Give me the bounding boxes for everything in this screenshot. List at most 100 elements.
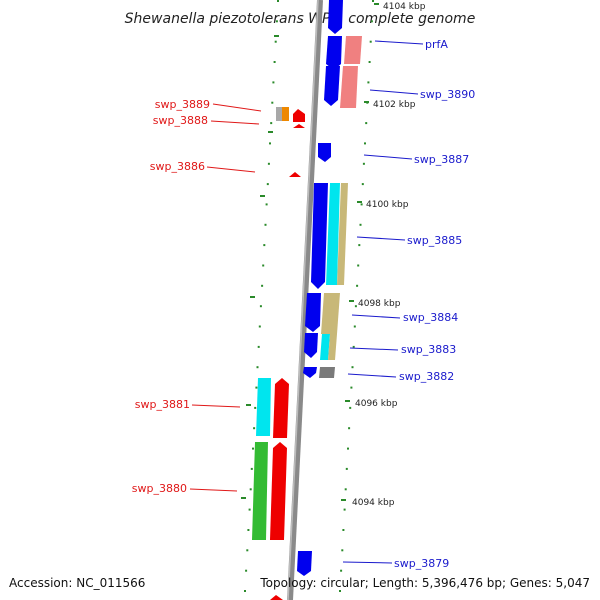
label-swp_3887[interactable]: swp_3887 [414,153,469,166]
gene-arrow-top[interactable] [328,0,343,34]
scale-dot [341,549,344,552]
kbp-label: 4100 kbp [366,200,409,210]
scale-dot [367,81,370,84]
backbone-highlight [287,0,319,600]
gene-swp_3889-orange[interactable] [282,107,289,121]
topology-text: Topology: circular; Length: 5,396,476 bp… [259,576,590,590]
label-swp_3888[interactable]: swp_3888 [153,114,208,127]
scale-dot [266,183,269,186]
scale-dot [252,447,254,450]
right-leaders [342,40,424,564]
gene-swp_3884[interactable] [305,293,321,332]
scale-dot [258,325,261,328]
gene-prfA[interactable] [326,36,342,70]
scale-dot [265,203,268,206]
kbp-label: 4096 kbp [355,399,398,409]
scale-dot [267,162,270,165]
gene-swp_3885[interactable] [311,183,328,289]
scale-dot [356,284,359,287]
scale-dot [350,386,353,389]
gene-swp_3887[interactable] [318,143,331,162]
scale-dot [342,529,345,531]
label-swp_3885[interactable]: swp_3885 [407,234,462,247]
accession-text: Accession: NC_011566 [9,576,145,590]
scale-dot [354,305,357,308]
gene-swp_3886[interactable] [289,172,301,177]
scale-dot [263,244,266,247]
gene-swp_3889[interactable] [293,109,305,122]
gene-swp_3882[interactable] [303,367,317,378]
gene-swp_3883-pair2[interactable] [328,334,337,360]
scale-dot [248,508,251,511]
label-swp_3889[interactable]: swp_3889 [155,98,210,111]
scale-dot [274,40,277,43]
gene-swp_3883[interactable] [304,333,318,358]
scale-dot [339,590,341,592]
scale-dot [369,40,372,43]
scale-dot [345,467,348,470]
gene-swp_3880[interactable] [270,442,287,540]
label-prfA[interactable]: prfA [425,38,448,51]
label-swp_3881[interactable]: swp_3881 [135,398,190,411]
scale-dot [262,264,265,267]
gene-swp_3890[interactable] [324,66,340,106]
label-swp_3879[interactable]: swp_3879 [394,557,449,570]
scale-dot [364,142,366,145]
scale-dot [250,467,253,470]
scale-dot [347,447,349,450]
scale-dot [372,0,374,2]
scale-dot [351,366,354,369]
scale-dot [370,20,373,23]
scale-dot [357,264,360,267]
gene-swp_3885-pair[interactable] [326,183,340,285]
scale-dot [261,284,264,287]
gene-swp_3890-pair[interactable] [340,66,358,108]
kbp-label: 4098 kbp [358,299,401,309]
label-swp_3884[interactable]: swp_3884 [403,311,458,324]
scale-dot [348,427,351,430]
scale-dot [365,122,368,125]
gene-swp_3881[interactable] [273,378,289,438]
scale-dot [358,244,361,247]
scale-dot [244,590,246,592]
gene-arrow-bottom[interactable] [270,595,283,600]
kbp-label: 4104 kbp [383,2,426,12]
label-swp_3880[interactable]: swp_3880 [132,482,187,495]
scale-dot [277,0,279,2]
scale-dot [343,508,346,511]
scale-dot [264,223,267,226]
scale-dots [244,0,374,592]
scale-dot [245,569,248,572]
scale-dot [340,569,343,572]
gene-swp_3888[interactable] [293,124,305,128]
gene-swp_3881-pair[interactable] [256,378,271,436]
scale-dot [353,325,356,328]
scale-dot [249,488,252,491]
scale-dot [368,61,371,63]
scale-dot [273,61,276,63]
label-swp_3883[interactable]: swp_3883 [401,343,456,356]
gene-swp_3882-pair[interactable] [319,367,335,378]
gene-swp_3885-pair2[interactable] [337,183,348,285]
label-swp_3890[interactable]: swp_3890 [420,88,475,101]
gene-prfA-pair[interactable] [344,36,362,64]
label-swp_3882[interactable]: swp_3882 [399,370,454,383]
gene-swp_3883-pair[interactable] [320,334,330,360]
gene-swp_3879[interactable] [297,551,312,576]
label-swp_3886[interactable]: swp_3886 [150,160,205,173]
scale-dot [269,142,271,145]
scale-dot [253,427,256,430]
gene-swp_3884-pair[interactable] [321,293,340,334]
scale-dot [349,406,352,409]
gene-swp_3889-gray[interactable] [276,107,282,121]
scale-dot [272,81,275,84]
scale-dot [247,529,250,531]
scale-dot [255,386,258,389]
scale-dot [361,183,364,186]
scale-dot [259,305,262,308]
kbp-label: 4094 kbp [352,498,395,508]
scale-dot [275,20,278,23]
gene-swp_3880-pair[interactable] [252,442,268,540]
kbp-label: 4102 kbp [373,100,416,110]
